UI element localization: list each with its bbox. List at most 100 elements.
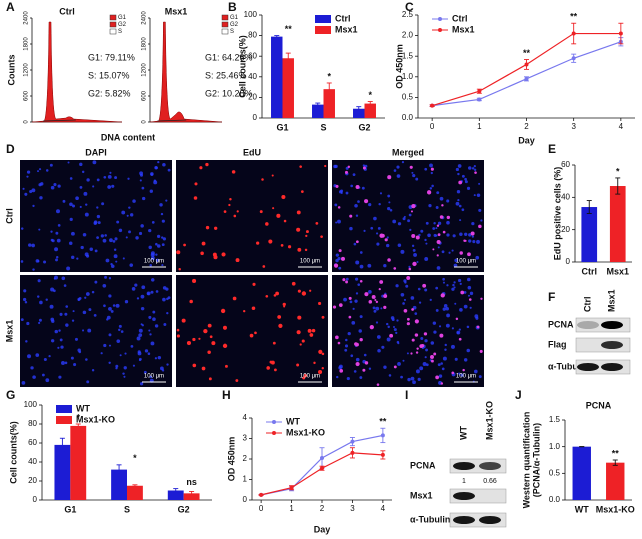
nucleus — [150, 173, 154, 176]
nucleus — [134, 283, 138, 287]
edu-cell — [440, 293, 445, 298]
edu-cell — [362, 368, 366, 372]
nucleus — [155, 242, 158, 246]
nucleus — [154, 166, 158, 170]
nucleus — [108, 306, 112, 311]
nucleus — [136, 336, 141, 341]
nucleus — [388, 374, 392, 377]
edu-cell — [410, 210, 414, 213]
nucleus — [464, 180, 468, 184]
edu-cell — [364, 292, 369, 297]
nucleus — [79, 162, 83, 167]
nucleus — [435, 206, 439, 209]
edu-cell — [205, 225, 210, 230]
annotation: * — [133, 453, 137, 463]
band — [577, 321, 599, 329]
edu-cell — [235, 379, 239, 382]
nucleus — [389, 208, 393, 212]
band-label: Flag — [548, 339, 567, 349]
x-tick-label: 3 — [350, 504, 355, 513]
nucleus — [55, 258, 58, 262]
nucleus — [359, 251, 363, 254]
nucleus — [430, 341, 435, 345]
edu-cell — [186, 340, 192, 346]
nucleus — [23, 297, 27, 302]
y-tick-label: 0.0 — [402, 113, 414, 122]
nucleus — [39, 300, 43, 305]
edu-cell — [251, 306, 256, 311]
nucleus — [100, 352, 103, 355]
nucleus — [370, 226, 374, 230]
x-tick-label: Msx1 — [606, 266, 629, 276]
nucleus — [350, 184, 354, 188]
nucleus — [154, 357, 158, 360]
edu-cell — [470, 231, 475, 236]
nucleus — [38, 228, 41, 231]
bar — [572, 446, 591, 500]
y-tick-label: 80 — [28, 419, 37, 428]
edu-cell — [189, 299, 193, 304]
nucleus — [53, 183, 57, 187]
nucleus — [58, 375, 62, 379]
nucleus — [337, 219, 341, 224]
nucleus — [118, 228, 123, 233]
nucleus — [132, 364, 136, 367]
y-tick-label: 1.0 — [549, 442, 561, 451]
nucleus — [436, 191, 440, 195]
edu-cell — [232, 296, 237, 301]
edu-cell — [287, 245, 292, 249]
edu-cell — [297, 315, 302, 320]
band — [601, 341, 623, 349]
edu-cell — [436, 239, 441, 244]
scale-bar-label: 100 μm — [300, 374, 320, 380]
plot-title: Ctrl — [59, 6, 75, 16]
bar — [111, 469, 127, 500]
nucleus — [56, 238, 61, 243]
nucleus — [86, 380, 90, 384]
edu-cell — [309, 289, 312, 292]
marker — [350, 450, 355, 455]
nucleus — [139, 171, 144, 176]
edu-cell — [384, 238, 388, 242]
nucleus — [457, 278, 462, 283]
nucleus — [457, 199, 460, 202]
nucleus — [458, 372, 461, 375]
edu-cell — [266, 366, 270, 370]
edu-cell — [259, 210, 263, 214]
edu-cell — [355, 342, 359, 347]
edu-cell — [201, 241, 206, 246]
nucleus — [386, 236, 389, 239]
edu-cell — [359, 337, 363, 342]
edu-cell — [265, 294, 269, 298]
nucleus — [392, 219, 397, 224]
nucleus — [440, 362, 443, 365]
nucleus — [428, 204, 432, 208]
y-tick-label: 2400 — [24, 11, 30, 25]
nucleus — [72, 204, 76, 208]
nucleus — [450, 344, 455, 349]
scale-bar-label: 100 μm — [144, 374, 164, 380]
nucleus — [161, 236, 164, 239]
edu-cell — [199, 166, 203, 170]
nucleus — [441, 250, 445, 254]
edu-cell — [283, 305, 286, 308]
nucleus — [50, 230, 53, 233]
bar — [127, 485, 143, 500]
nucleus — [412, 248, 416, 252]
nucleus — [152, 317, 156, 322]
edu-cell — [307, 328, 312, 333]
nucleus — [114, 237, 118, 241]
nucleus — [155, 258, 160, 262]
nucleus — [23, 289, 27, 293]
nucleus — [86, 178, 90, 182]
edu-cell — [318, 349, 323, 354]
edu-cell — [442, 230, 446, 234]
edu-cell — [321, 352, 325, 356]
annotation: ** — [612, 448, 620, 458]
edu-cell — [278, 323, 283, 329]
edu-cell — [252, 282, 256, 286]
nucleus — [123, 375, 126, 378]
nucleus — [147, 292, 150, 296]
edu-cell — [410, 352, 413, 355]
nucleus — [96, 206, 99, 209]
